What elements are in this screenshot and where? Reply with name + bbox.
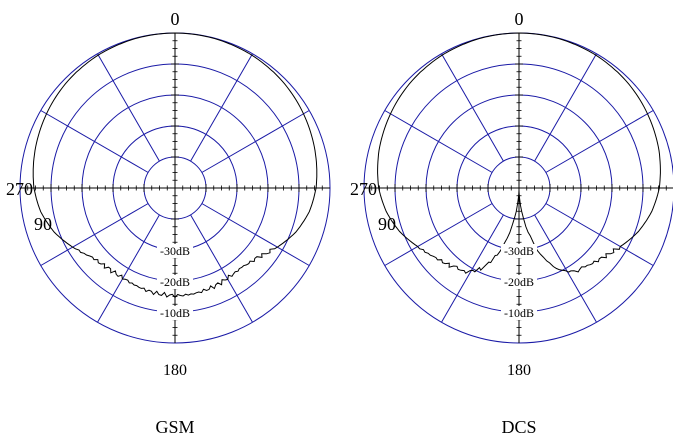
gsm-angle-label-270: 270 (6, 179, 33, 199)
dcs-chart-title: DCS (501, 417, 536, 437)
gsm-grid-spoke (201, 110, 310, 173)
gsm-radial-label-20db: -20dB (160, 275, 190, 289)
dcs-grid-spoke (384, 110, 493, 173)
dcs-series-line-0 (377, 32, 661, 274)
dcs-angle-label-180: 180 (507, 362, 531, 379)
gsm-chart-title: GSM (155, 417, 194, 437)
gsm-radial-label-bg (157, 306, 193, 320)
dcs-angle-label-0: 0 (515, 9, 524, 29)
gsm-grid-spoke (97, 53, 160, 162)
gsm-grid-spoke (40, 110, 149, 173)
gsm-angle-label-180: 180 (163, 362, 187, 379)
dcs-radial-label-30db: -30dB (504, 244, 534, 258)
dcs-radial-label-20db: -20dB (504, 275, 534, 289)
gsm-polar-panel: 0 270 90 180 -30dB -20dB -10dB GSM (6, 9, 331, 437)
gsm-pattern-trace (32, 32, 318, 299)
dcs-grid-spoke (534, 214, 597, 323)
gsm-radial-label-10db: -10dB (160, 306, 190, 320)
dcs-radial-label-bg (501, 306, 537, 320)
gsm-grid-spoke (190, 214, 253, 323)
gsm-radial-label-bg (157, 275, 193, 289)
dcs-grid-spoke (441, 53, 504, 162)
dcs-pattern-trace (377, 32, 661, 274)
dcs-grid-spoke (384, 203, 493, 266)
gsm-grid-spoke (97, 214, 160, 323)
gsm-angle-label-90: 90 (34, 214, 52, 234)
dcs-polar-panel: 0 270 90 180 -30dB -20dB -10dB DCS (350, 9, 673, 437)
dcs-grid-spoke (441, 214, 504, 323)
gsm-grid-spoke (201, 203, 310, 266)
gsm-radial-label-bg (157, 244, 193, 258)
dcs-axis-ticks (364, 33, 673, 343)
gsm-series-line-0 (32, 32, 318, 299)
dcs-grid-spoke (545, 203, 654, 266)
dcs-radial-label-bg (501, 244, 537, 258)
dcs-angle-label-270: 270 (350, 179, 377, 199)
gsm-axis-ticks (20, 33, 330, 343)
gsm-grid-spoke (190, 53, 253, 162)
dcs-grid-spoke (545, 110, 654, 173)
gsm-grid-spoke (40, 203, 149, 266)
dcs-radial-label-10db: -10dB (504, 306, 534, 320)
dcs-angle-label-90: 90 (378, 214, 396, 234)
dcs-grid-spoke (534, 53, 597, 162)
gsm-angle-label-0: 0 (171, 9, 180, 29)
gsm-radial-label-30db: -30dB (160, 244, 190, 258)
dcs-radial-label-bg (501, 275, 537, 289)
